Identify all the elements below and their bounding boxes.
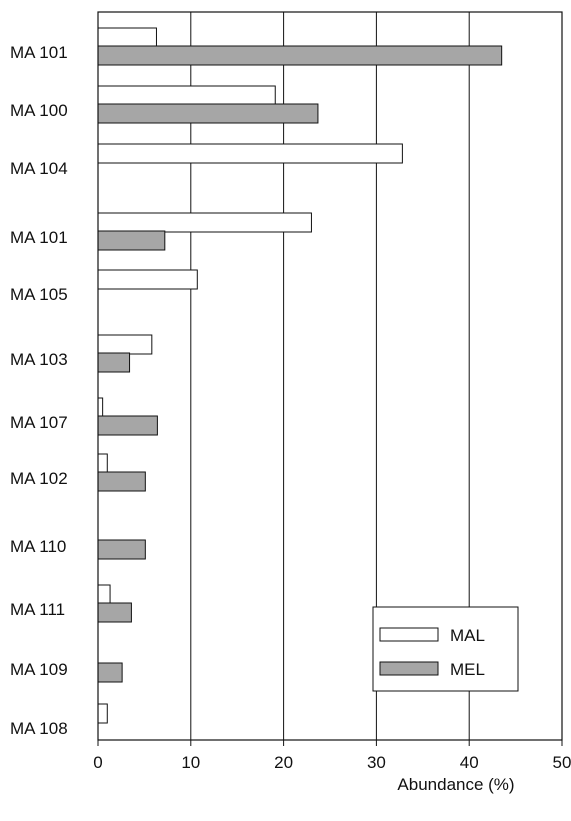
bar-mel (97, 602, 132, 623)
bar-mel (97, 539, 146, 560)
y-tick-label: MA 104 (10, 159, 68, 178)
bar-mel (97, 471, 146, 492)
bar-mel (97, 415, 158, 436)
bar-mal (97, 212, 312, 233)
legend-swatch (379, 661, 439, 676)
bar-mal (97, 27, 157, 48)
x-tick-label: 40 (460, 753, 479, 772)
y-tick-label: MA 107 (10, 413, 68, 432)
legend-box (372, 606, 519, 692)
bar-mal (97, 397, 104, 418)
y-tick-label: MA 102 (10, 469, 68, 488)
x-tick-label: 50 (553, 753, 571, 772)
bar-mel (97, 45, 503, 66)
y-tick-label: MA 100 (10, 101, 68, 120)
bar-mal (97, 143, 403, 164)
bar-mal (97, 334, 153, 355)
y-tick-label: MA 110 (10, 537, 66, 556)
legend-label: MAL (450, 626, 485, 645)
plot-frame (97, 11, 563, 741)
x-tick-label: 20 (274, 753, 293, 772)
bar-mel (97, 230, 166, 251)
legend-swatch (379, 627, 439, 642)
y-tick-label: MA 105 (10, 285, 68, 304)
bar-mal (97, 703, 108, 724)
legend: MAL MEL (372, 606, 519, 692)
bar-mal (97, 453, 108, 474)
bar-mel (97, 103, 319, 124)
bar-mel (97, 352, 131, 373)
x-axis-label: Abundance (%) (397, 775, 514, 794)
y-tick-label: MA 111 (10, 600, 65, 619)
y-tick-label: MA 108 (10, 719, 68, 738)
x-tick-label: 30 (367, 753, 386, 772)
bar-mal (97, 584, 111, 605)
bar-mal (97, 269, 198, 290)
x-tick-labels: 0 10 20 30 40 50 (93, 753, 571, 772)
y-tick-label: MA 101 (10, 43, 68, 62)
x-tick-label: 0 (93, 753, 102, 772)
bars (97, 27, 503, 724)
y-tick-label: MA 103 (10, 350, 68, 369)
x-tick-label: 10 (181, 753, 200, 772)
bar-mal (97, 85, 276, 106)
y-tick-label: MA 101 (10, 228, 68, 247)
y-tick-label: MA 109 (10, 660, 68, 679)
y-tick-labels: MA 101 MA 100 MA 104 MA 101 MA 105 MA 103 MA 1… (10, 43, 68, 738)
bar-mel (97, 662, 123, 683)
legend-label: MEL (450, 660, 485, 679)
